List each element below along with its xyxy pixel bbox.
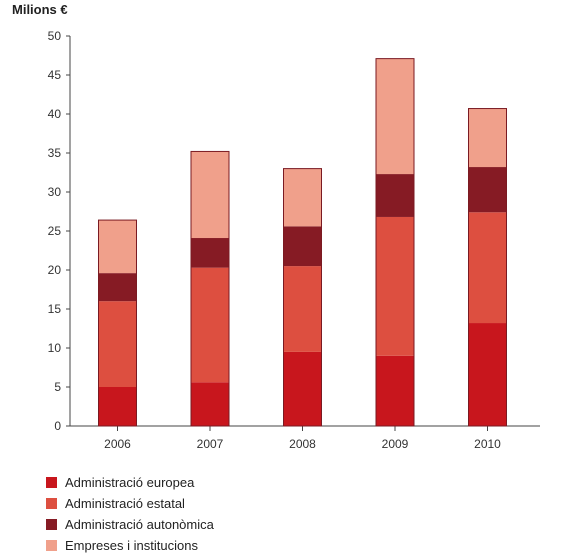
y-tick-label: 15 [48,302,62,316]
legend-label: Empreses i institucions [65,538,198,553]
bars [98,58,507,427]
bar-segment [98,301,137,387]
legend-label: Administració autonòmica [65,517,214,532]
bar-segment [376,355,414,426]
legend-swatch [46,498,57,509]
legend-swatch [46,477,57,488]
bar-segment [468,323,507,426]
bar-segment [283,351,322,426]
y-tick-label: 20 [48,263,62,277]
y-tick-label: 5 [54,380,61,394]
bar-segment [468,212,507,324]
legend-swatch [46,519,57,530]
bar-segment [191,267,229,383]
axes: 0 5 10 15 20 25 30 35 40 45 50 2006 2007 2008 2009 2010 [48,29,540,451]
bar-segment [191,382,229,426]
y-tick-label: 25 [48,224,62,238]
legend-item: Administració estatal [46,493,214,514]
legend-item: Administració europea [46,472,214,493]
legend-label: Administració europea [65,475,195,490]
legend-swatch [46,540,57,551]
bar-segment [191,238,229,268]
y-tick-label: 45 [48,68,62,82]
bar-segment [468,108,507,168]
legend-item: Administració autonòmica [46,514,214,535]
bar-outline [468,108,507,427]
y-tick-label: 35 [48,146,62,160]
bar-segment [98,273,137,302]
bar-segment [98,220,137,274]
legend: Administració europea Administració estat… [46,472,214,556]
bar-outline [283,168,322,427]
y-tick-label: 40 [48,107,62,121]
bar-segment [98,387,137,426]
bar-segment [376,58,414,175]
bar-segment [191,151,229,239]
bar-outline [98,219,137,427]
bar-segment [376,174,414,217]
bar-segment [283,168,322,227]
y-tick-label: 50 [48,29,62,43]
y-axis-title: Milions € [12,2,68,17]
bar-segment [376,216,414,356]
legend-item: Empreses i institucions [46,535,214,556]
x-tick-label: 2007 [197,437,224,451]
bar-segment [468,167,507,213]
bar-outline [190,150,230,427]
legend-label: Administració estatal [65,496,185,511]
x-tick-label: 2009 [382,437,409,451]
x-tick-label: 2008 [289,437,316,451]
bar-outline [375,58,415,427]
bar-segment [283,266,322,352]
y-tick-label: 10 [48,341,62,355]
y-tick-label: 0 [54,419,61,433]
y-tick-label: 30 [48,185,62,199]
x-tick-label: 2006 [104,437,131,451]
bar-segment [283,226,322,267]
x-tick-label: 2010 [474,437,501,451]
